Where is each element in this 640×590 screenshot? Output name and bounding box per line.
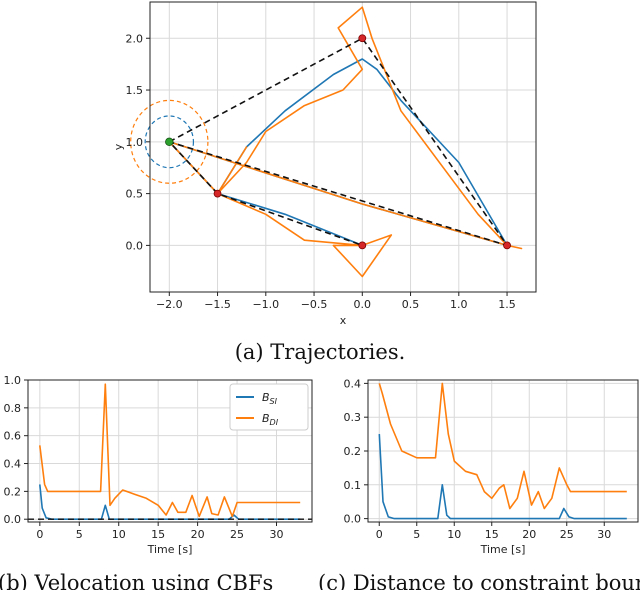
- trajectory-xtick-label: −0.5: [301, 298, 328, 311]
- distance-marks: [378, 382, 627, 520]
- trajectory-ytick-label: 0.0: [126, 239, 144, 252]
- trajectory-marks: [130, 6, 523, 278]
- distance-line-blue: [378, 434, 627, 520]
- distance-xtick-label: 30: [597, 528, 611, 541]
- distance-ytick-label: 0.2: [344, 445, 362, 458]
- safety-circle-orange: [130, 99, 209, 184]
- caption-b: (b) Velocation using CBFs: [0, 571, 273, 590]
- trajectory-grid: [150, 2, 536, 292]
- waypoint-marker: [503, 241, 511, 250]
- distance-xtick-label: 25: [560, 528, 574, 541]
- trajectory-xtick-label: −1.5: [204, 298, 231, 311]
- distance-xtick-label: 15: [485, 528, 499, 541]
- caption-c: (c) Distance to constraint boundary: [318, 571, 640, 590]
- distance-ytick-label: 0.0: [344, 513, 362, 526]
- barrier-xtick-label: 10: [112, 528, 126, 541]
- barrier-xtick-label: 25: [230, 528, 244, 541]
- distance-line-orange: [378, 382, 627, 510]
- trajectory-plot-frame: [149, 1, 537, 293]
- trajectory-xlabel: x: [340, 314, 347, 327]
- trajectory-xtick-label: 0.0: [354, 298, 372, 311]
- barrier-legend: BSI BDI: [229, 383, 309, 431]
- trajectory-xtick-label: 0.5: [402, 298, 420, 311]
- safety-circle-blue: [144, 115, 195, 169]
- reference-path: [168, 37, 508, 247]
- barrier-ytick-label: 0.4: [4, 458, 22, 471]
- trajectory-ytick-label: 2.0: [126, 32, 144, 45]
- distance-ytick-label: 0.1: [344, 479, 362, 492]
- barrier-xtick-label: 20: [191, 528, 205, 541]
- trajectory-xtick-label: 1.5: [498, 298, 516, 311]
- barrier-ytick-label: 0.0: [4, 513, 22, 526]
- barrier-line-blue: [39, 484, 301, 521]
- distance-xlabel: Time [s]: [480, 543, 526, 556]
- barrier-plot: 0 5 10 15 20 25 300.00.20.40.60.81.0 Time [s] …: [4, 374, 313, 556]
- distance-xtick-label: 10: [447, 528, 461, 541]
- legend-label-bsi: BSI: [262, 391, 278, 406]
- distance-xtick-label: 5: [413, 528, 420, 541]
- trajectory-line-blue: [168, 58, 508, 247]
- waypoint-marker: [213, 189, 222, 198]
- barrier-ytick-label: 0.8: [4, 402, 22, 415]
- barrier-ticks: 0 5 10 15 20 25 30 0.0 0.2 0.4 0.6 0.8 1.0: [4, 374, 284, 541]
- trajectory-xtick-label: −2.0: [156, 298, 183, 311]
- trajectory-ticks: −2.0 −1.5 −1.0 −0.5 0.0 0.5 1.0 1.5 0.0 0.5 1.0 1.5…: [126, 32, 516, 311]
- barrier-xtick-label: 0: [36, 528, 43, 541]
- trajectory-ylabel: y: [112, 143, 125, 150]
- trajectory-xtick-label: −1.0: [252, 298, 279, 311]
- distance-ticks: 0 5 10 15 20 25 30 0.0 0.1 0.2 0.3 0.4: [344, 377, 612, 541]
- trajectory-ytick-label: 0.5: [126, 188, 144, 201]
- distance-plot: 0 5 10 15 20 25 30 0.0 0.1 0.2 0.3 0.4 Time [s]: [344, 377, 639, 556]
- trajectory-line-orange: [168, 6, 523, 278]
- barrier-line-orange: [39, 383, 301, 518]
- waypoint-marker: [358, 241, 367, 250]
- trajectory-plot: −2.0 −1.5 −1.0 −0.5 0.0 0.5 1.0 1.5 0.0 0.5 1.0 1.5…: [112, 1, 537, 327]
- legend-label-bdi: BDI: [262, 412, 279, 427]
- barrier-ytick-label: 0.2: [4, 485, 22, 498]
- start-marker: [165, 137, 174, 147]
- distance-ytick-label: 0.4: [344, 377, 362, 390]
- distance-xtick-label: 20: [522, 528, 536, 541]
- barrier-xtick-label: 30: [270, 528, 284, 541]
- trajectory-ytick-label: 1.5: [126, 84, 144, 97]
- barrier-plot-frame: [27, 379, 313, 523]
- barrier-marks: [28, 383, 312, 521]
- trajectory-xtick-label: 1.0: [450, 298, 468, 311]
- barrier-ytick-label: 0.6: [4, 430, 22, 443]
- distance-grid: [368, 380, 638, 522]
- barrier-xtick-label: 15: [151, 528, 165, 541]
- caption-a: (a) Trajectories.: [235, 340, 406, 364]
- waypoint-marker: [358, 34, 367, 43]
- barrier-ytick-label: 1.0: [4, 374, 22, 387]
- distance-ytick-label: 0.3: [344, 411, 362, 424]
- barrier-xlabel: Time [s]: [147, 543, 193, 556]
- trajectory-ytick-label: 1.0: [126, 136, 144, 149]
- barrier-xtick-label: 5: [76, 528, 83, 541]
- distance-xtick-label: 0: [376, 528, 383, 541]
